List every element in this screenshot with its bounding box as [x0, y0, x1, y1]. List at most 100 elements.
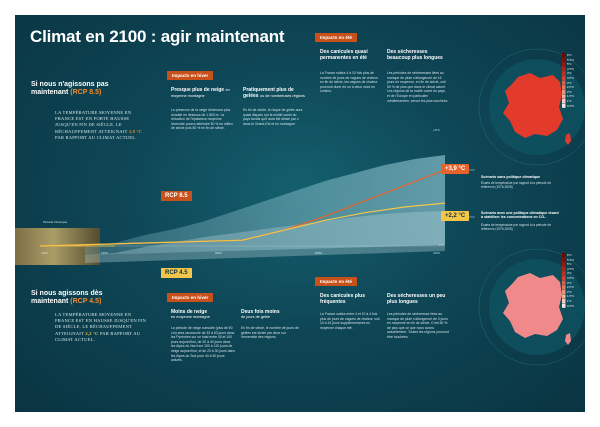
scenario-high-rcp: (RCP 8.5) — [70, 89, 102, 97]
historical-label: Période historique — [43, 220, 68, 224]
rcp85-spread-band — [85, 155, 445, 255]
legend-swatch — [562, 103, 566, 108]
corsica-map-low — [565, 333, 571, 345]
rcp45-badge: RCP 4.5 — [161, 268, 192, 278]
scenario-high-heading: Si nous n'agissons pas maintenant (RCP 8… — [31, 81, 131, 97]
map-ring-low-outer — [478, 248, 585, 366]
scenario-low-heading: Si nous agissons dès maintenant (RCP 4.5… — [31, 290, 131, 306]
infographic-poster: Climat en 2100 : agir maintenant Si nous… — [15, 15, 585, 412]
y-axis-zero: 0°C — [439, 243, 445, 247]
legend-label: 1°C — [567, 99, 572, 103]
legend-swatch — [562, 289, 566, 294]
legend-label: 4.5°C — [567, 66, 575, 71]
legend-swatch — [562, 71, 566, 76]
map-ring-high-outer — [478, 48, 585, 166]
x-tick-1950: 1950 — [101, 251, 108, 255]
scenario-low-value: 2,2 °C — [85, 330, 99, 336]
summer-low-c1-body: La France subira entre 4 et 10 à 4 fois … — [320, 312, 380, 330]
temperature-legend-high — [562, 53, 566, 108]
legend-label: 3.5°C — [567, 76, 575, 80]
legend-swatch — [562, 53, 566, 58]
legend-swatch — [562, 276, 566, 281]
legend-label: 1.5°C — [567, 94, 575, 99]
historical-band — [15, 228, 100, 265]
legend-label: 6°C — [567, 253, 572, 257]
legend-label: 4.5°C — [567, 266, 575, 271]
legend-swatch — [562, 303, 566, 308]
scenario-high-body: La température moyenne en France est en … — [55, 110, 147, 141]
map-high-sub: Écarts de température par rapport à la p… — [481, 181, 551, 190]
scenario-low-heading-text: Si nous agissons dès maintenant — [31, 290, 103, 306]
legend-swatch — [562, 294, 566, 299]
corsica-map-high — [565, 133, 571, 145]
rcp85-badge: RCP 8.5 — [161, 191, 192, 201]
winter-low-c1-title: Moins de neige en moyenne montagne — [171, 309, 231, 320]
legend-swatch — [562, 62, 566, 67]
legend-swatch — [562, 80, 566, 85]
rcp45-spread-band — [85, 211, 445, 263]
summer-high-c2-title: Des sécheresses beaucoup plus longues — [387, 49, 443, 61]
legend-swatch — [562, 94, 566, 99]
legend-label: 1.5°C — [567, 294, 575, 299]
rcp45-line — [39, 202, 446, 247]
winter-low-c2-title-text: Deux fois moins — [241, 309, 280, 315]
legend-swatch — [562, 266, 566, 271]
summer-low-c2-title: Des sécheresses un peu plus longues — [387, 293, 446, 305]
scenario-high-value: 3,9 °C — [128, 128, 142, 134]
legend-swatch — [562, 99, 566, 104]
legend-label: 2°C — [567, 289, 572, 294]
legend-swatch — [562, 66, 566, 71]
legend-swatch — [562, 253, 566, 258]
legend-swatch — [562, 299, 566, 304]
winter-high-c1-body: La présence de la neige diminuera plus d… — [171, 108, 233, 131]
legend-label: 6°C — [567, 53, 572, 57]
winter-high-c2-sub: ou de nombreuses régions — [259, 94, 305, 98]
scenario-high-heading-text: Si nous n'agissons pas maintenant — [31, 81, 109, 97]
legend-swatch — [562, 271, 566, 276]
legend-label: 4°C — [567, 271, 572, 276]
legend-swatch — [562, 57, 566, 62]
map-low-sub: Écarts de température par rapport à la p… — [481, 223, 551, 232]
winter-low-c1-body: La période de neige cumulée (plus de 50 … — [171, 326, 235, 363]
winter-high-c1-sub: en moyenne montagne — [171, 88, 230, 98]
france-map-low — [503, 273, 563, 338]
page-title: Climat en 2100 : agir maintenant — [30, 27, 285, 46]
legend-swatch — [562, 280, 566, 285]
scenario-high-body-end: par rapport au climat actuel. — [55, 134, 137, 140]
legend-label: 2.5°C — [567, 85, 575, 90]
france-map-high — [503, 73, 563, 138]
summer-high-c1-body: La France subira 4 à 10 fois plus de nom… — [320, 71, 378, 94]
summer-low-c2-body: Les périodes de sécheresse liées au manq… — [387, 312, 449, 339]
x-tick-2050: 2050 — [315, 251, 322, 255]
legend-swatch — [562, 89, 566, 94]
summer-low-c1-title: Des canicules plus fréquentes — [320, 293, 366, 305]
winter-low-c2-sub: de jours de gelée — [241, 315, 271, 319]
map-low-caption: Scénario avec une politique climatique v… — [481, 211, 559, 220]
legend-label: 0.5°C — [567, 303, 575, 308]
legend-swatch — [562, 285, 566, 290]
winter-high-c2-title-text: Pratiquement plus de gelées — [243, 87, 294, 99]
legend-label: 2.5°C — [567, 285, 575, 290]
summer-high-tag: Impacts en été — [315, 33, 357, 42]
winter-high-c2-body: En fin de siècle, le risque de gelée aur… — [243, 108, 303, 126]
temp-low-label: +2,2 °C — [441, 211, 470, 221]
temp-high-label: +3,9 °C — [441, 164, 470, 174]
x-tick-1900: 1900 — [41, 251, 48, 255]
legend-label: 1°C — [567, 299, 572, 303]
map-high-caption: Scénario sans politique climatique — [481, 175, 541, 179]
scenario-low-rcp: (RCP 4.5) — [70, 298, 102, 306]
summer-high-c1-title: Des canicules quasi permanentes en été — [320, 49, 368, 61]
legend-swatch — [562, 76, 566, 81]
legend-label: 3°C — [567, 280, 572, 285]
legend-label: 5.5°C — [567, 57, 575, 62]
legend-label: 3°C — [567, 80, 572, 85]
winter-high-c1-title-text: Presque plus de neige — [171, 87, 225, 93]
legend-label: 0.5°C — [567, 103, 575, 108]
scenario-low-body: La température moyenne en France est en … — [55, 312, 147, 343]
y-axis-max: +6°C — [433, 128, 440, 132]
winter-low-c1-sub: en moyenne montagne — [171, 315, 210, 319]
legend-label: 5°C — [567, 262, 572, 267]
legend-swatch — [562, 262, 566, 267]
winter-low-tag: Impacts en hiver — [167, 293, 214, 302]
x-tick-2000: 2000 — [215, 251, 222, 255]
